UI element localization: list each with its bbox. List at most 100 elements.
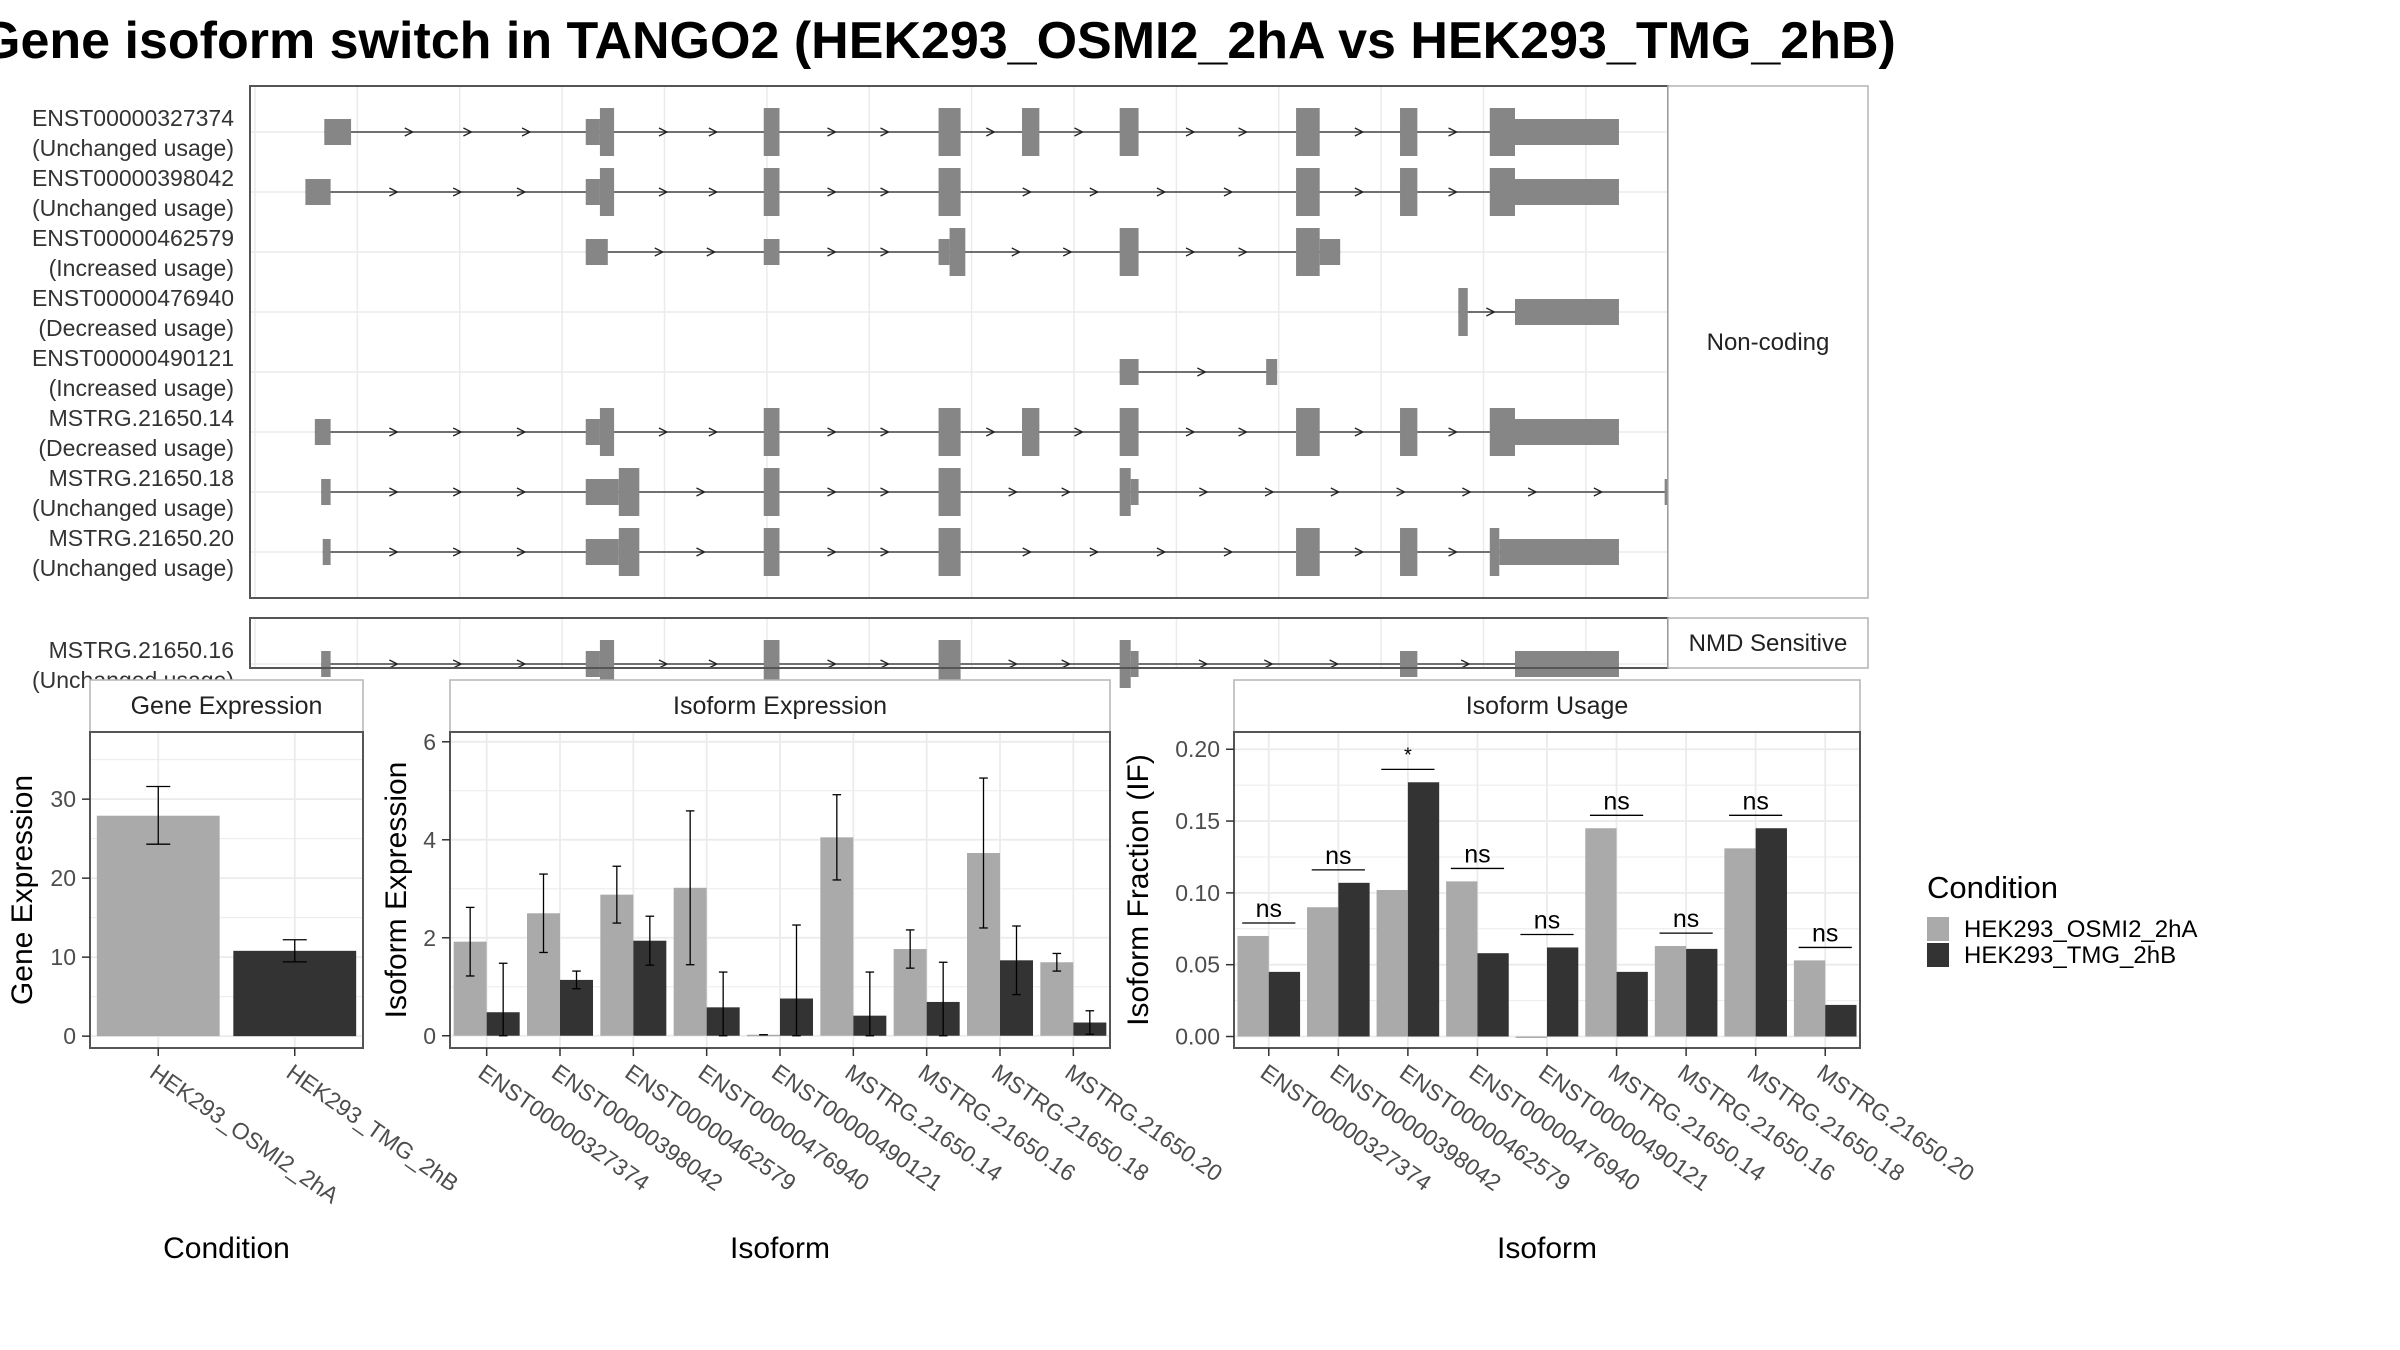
y-tick-label: 2 (423, 925, 436, 951)
strand-arrow (658, 187, 669, 197)
strand-arrow (1354, 127, 1365, 137)
exon-block (1296, 228, 1320, 276)
transcript-usage-label: (Unchanged usage) (32, 195, 234, 221)
strand-arrow (1223, 547, 1234, 557)
strand-arrow (827, 247, 837, 257)
y-tick-label: 10 (50, 944, 76, 970)
transcript-usage-label: (Unchanged usage) (32, 495, 234, 521)
strand-arrow (389, 187, 399, 197)
exon-block (1400, 528, 1418, 576)
bar-a-8 (1793, 960, 1826, 1037)
exon-block (599, 108, 615, 156)
strand-arrow (516, 427, 527, 437)
bar-a-8 (1040, 962, 1074, 1036)
bar-a-2 (1376, 890, 1408, 1037)
bar-HEK293_TMG_2hB (233, 950, 357, 1037)
exon-block (1022, 408, 1040, 456)
strand-arrow (1330, 487, 1341, 497)
significance-label: ns (1464, 840, 1490, 868)
strand-arrow (1354, 427, 1365, 437)
bar-a-3 (1446, 881, 1478, 1037)
facet-strip-label: NMD Sensitive (1689, 630, 1848, 657)
strand-arrow (1074, 427, 1084, 437)
strand-arrow (516, 187, 527, 197)
transcript-id-label: ENST00000476940 (32, 285, 234, 311)
exon-block (1515, 179, 1619, 205)
strand-arrow (708, 427, 719, 437)
strand-arrow (1448, 427, 1459, 437)
bar-b-1 (1338, 882, 1370, 1037)
panel-border (249, 85, 1669, 599)
exon-block (321, 479, 331, 505)
transcript-usage-label: (Decreased usage) (38, 435, 234, 461)
y-axis-title: Gene Expression (6, 775, 39, 1005)
legend-item-label: HEK293_TMG_2hB (1964, 942, 2176, 969)
bar-b-8 (1825, 1004, 1857, 1037)
y-tick-label: 20 (50, 865, 76, 891)
strand-arrow (463, 127, 473, 137)
exon-block (1515, 119, 1619, 145)
exon-block (1296, 108, 1320, 156)
strand-arrow (827, 659, 837, 669)
exon-block (1119, 640, 1131, 688)
exon-block (938, 168, 961, 216)
x-axis-title: Isoform (1497, 1232, 1597, 1265)
y-tick-label: 0.10 (1175, 880, 1220, 906)
strand-arrow (658, 127, 669, 137)
strand-arrow (1223, 187, 1234, 197)
strand-arrow (1460, 659, 1471, 669)
strand-arrow (1156, 187, 1167, 197)
exon-block (1130, 651, 1139, 677)
exon-block (763, 408, 780, 456)
bar-a-1 (1307, 907, 1339, 1037)
gene-panel-0: ENST00000327374(Unchanged usage)ENST0000… (32, 85, 1869, 599)
exon-block (763, 640, 780, 688)
strand-arrow (1185, 247, 1196, 257)
exon-block (1119, 359, 1139, 385)
strand-arrow (1198, 659, 1209, 669)
exon-block (1489, 108, 1515, 156)
strand-arrow (696, 487, 706, 497)
y-tick-label: 0.05 (1175, 952, 1220, 978)
exon-block (305, 179, 331, 205)
strand-arrow (1238, 427, 1249, 437)
exon-block (585, 179, 600, 205)
transcript-usage-label: (Increased usage) (49, 375, 234, 401)
exon-block (585, 239, 608, 265)
exon-block (763, 108, 780, 156)
chart-strip (1233, 679, 1861, 733)
strand-arrow (1527, 487, 1538, 497)
exon-block (763, 468, 780, 516)
y-tick-label: 0.20 (1175, 736, 1220, 762)
significance-label: ns (1256, 895, 1282, 923)
transcript-row: ENST00000398042 (Unchanged usage) (32, 165, 1619, 221)
bar-a-0 (1237, 935, 1269, 1037)
y-tick-label: 0.15 (1175, 808, 1220, 834)
strand-arrow (1074, 127, 1084, 137)
exon-block (1489, 168, 1515, 216)
y-axis-title: Isoform Expression (380, 762, 413, 1019)
strand-arrow (1486, 307, 1496, 317)
strand-arrow (827, 187, 837, 197)
plot-border (89, 731, 364, 1049)
strand-arrow (389, 659, 399, 669)
exon-block (938, 108, 961, 156)
strand-arrow (1089, 547, 1100, 557)
bar-b-7 (1755, 828, 1787, 1037)
transcript-row: MSTRG.21650.20 (Unchanged usage) (32, 525, 1619, 581)
exon-block (618, 528, 640, 576)
strand-arrow (452, 547, 463, 557)
transcript-id-label: ENST00000398042 (32, 165, 234, 191)
bar-a-4 (747, 1034, 780, 1037)
transcript-id-label: MSTRG.21650.18 (49, 465, 234, 491)
strand-arrow (827, 487, 837, 497)
chart-title: Gene Expression (131, 692, 323, 720)
transcript-row: MSTRG.21650.18 (Unchanged usage) (32, 465, 1689, 521)
exon-block (1266, 359, 1278, 385)
strand-arrow (1264, 659, 1274, 669)
exon-block (599, 168, 615, 216)
strand-arrow (708, 127, 719, 137)
exon-block (321, 651, 331, 677)
exon-block (1489, 408, 1515, 456)
